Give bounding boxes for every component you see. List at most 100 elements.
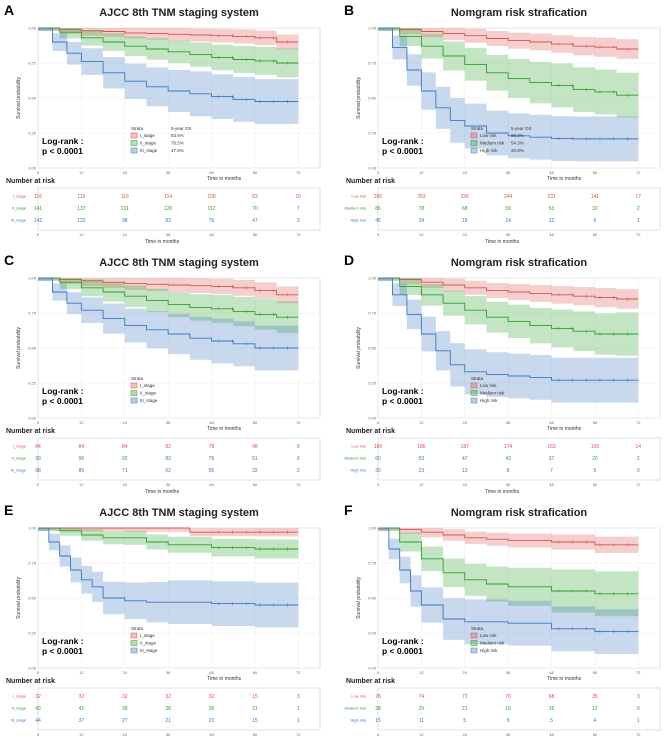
risk-x-axis-label: Time in months	[145, 239, 179, 245]
survival-curve-2	[38, 277, 299, 349]
y-tick-label: 0.00	[368, 165, 377, 170]
y-tick-label: 1.00	[28, 25, 37, 30]
x-tick-label: 60	[593, 170, 598, 175]
risk-count: 109	[591, 444, 600, 450]
legend-swatch	[130, 647, 138, 654]
risk-count: 32	[592, 206, 598, 212]
legend-swatch	[130, 632, 138, 639]
risk-count: 45	[375, 218, 381, 224]
legend-entry: Low risk	[480, 633, 497, 638]
risk-x-tick: 48	[549, 232, 554, 237]
y-axis-label: Survival probability	[356, 327, 362, 369]
ci-band-0	[38, 28, 299, 50]
risk-count: 36	[209, 706, 215, 712]
risk-count: 25	[419, 706, 425, 712]
risk-x-axis-label: Time in months	[485, 239, 519, 245]
legend-title: Strata	[131, 126, 144, 131]
pvalue-label: p < 0.0001	[42, 146, 83, 156]
risk-count: 10	[296, 194, 302, 200]
x-tick-label: 72	[636, 670, 641, 675]
risk-x-tick: 24	[463, 232, 468, 237]
risk-count: 5	[463, 718, 466, 724]
risk-count: 0	[637, 706, 640, 712]
risk-count: 62	[165, 468, 171, 474]
risk-count: 55	[209, 468, 215, 474]
risk-count: 98	[35, 468, 41, 474]
risk-count: 142	[34, 218, 43, 224]
legend-entry: Medium risk	[480, 141, 505, 146]
risk-row-name: High risk	[350, 468, 366, 473]
legend-os-value: 76.5%	[171, 141, 184, 146]
x-axis-label: Time in months	[547, 676, 581, 682]
legend-swatch	[470, 632, 478, 639]
risk-x-tick: 0	[377, 232, 380, 237]
survival-curve-1	[378, 277, 639, 335]
x-tick-label: 24	[123, 170, 128, 175]
risk-count: 27	[122, 718, 128, 724]
risk-x-tick: 0	[37, 232, 40, 237]
x-axis-label: Time in months	[207, 176, 241, 182]
risk-count: 70	[252, 206, 258, 212]
y-tick-label: 0.25	[368, 130, 377, 135]
y-tick-label: 0.25	[28, 130, 37, 135]
risk-count: 5	[550, 718, 553, 724]
x-tick-label: 12	[419, 170, 424, 175]
risk-x-tick: 60	[593, 482, 598, 487]
risk-row-name: Medium risk	[344, 456, 366, 461]
risk-count: 141	[34, 206, 43, 212]
y-tick-label: 0.25	[28, 630, 37, 635]
risk-row-name: I_stage	[13, 194, 27, 199]
x-tick-label: 0	[37, 670, 40, 675]
risk-table-title: Number at risk	[346, 678, 395, 685]
chart-title: Nomgram risk strafication	[451, 257, 588, 269]
risk-count: 263	[417, 194, 426, 200]
x-tick-label: 72	[636, 420, 641, 425]
risk-count: 76	[209, 218, 215, 224]
y-tick-label: 0.50	[28, 95, 37, 100]
risk-x-tick: 0	[37, 482, 40, 487]
risk-count: 13	[462, 468, 468, 474]
y-tick-label: 0.50	[368, 345, 377, 350]
risk-count: 78	[209, 444, 215, 450]
legend-title: Strata	[471, 126, 484, 131]
legend-entry: Medium risk	[480, 641, 505, 646]
risk-count: 47	[462, 456, 468, 462]
risk-count: 35	[592, 694, 598, 700]
risk-count: 16	[505, 706, 511, 712]
x-tick-label: 60	[593, 670, 598, 675]
risk-count: 32	[122, 694, 128, 700]
x-tick-label: 36	[166, 170, 171, 175]
risk-count: 18	[462, 218, 468, 224]
survival-curve-1	[38, 527, 299, 550]
risk-count: 92	[122, 456, 128, 462]
risk-row-name: III_stage	[11, 468, 27, 473]
x-tick-label: 0	[37, 170, 40, 175]
x-tick-label: 0	[377, 670, 380, 675]
logrank-label: Log-rank :	[382, 636, 424, 646]
risk-count: 1	[297, 706, 300, 712]
y-tick-label: 1.00	[28, 525, 37, 530]
x-tick-label: 36	[166, 670, 171, 675]
x-tick-label: 60	[253, 420, 258, 425]
risk-x-tick: 24	[123, 482, 128, 487]
legend-swatch	[130, 397, 138, 404]
risk-count: 98	[122, 218, 128, 224]
legend-swatch	[470, 640, 478, 646]
legend-swatch	[470, 390, 478, 396]
risk-table-frame	[37, 187, 321, 231]
risk-x-tick: 12	[79, 482, 84, 487]
risk-count: 21	[462, 706, 468, 712]
legend-os-header: 5-year OS	[511, 126, 532, 131]
y-axis-label: Survival probability	[356, 577, 362, 619]
legend-swatch	[130, 132, 138, 139]
risk-count: 39	[122, 706, 128, 712]
risk-table-frame	[37, 437, 321, 481]
y-tick-label: 0.00	[368, 415, 377, 420]
y-tick-label: 0.50	[28, 345, 37, 350]
risk-count: 51	[252, 456, 258, 462]
risk-count: 189	[374, 444, 383, 450]
risk-count: 32	[209, 694, 215, 700]
risk-x-tick: 72	[296, 732, 301, 737]
risk-count: 2	[297, 468, 300, 474]
risk-count: 53	[549, 206, 555, 212]
